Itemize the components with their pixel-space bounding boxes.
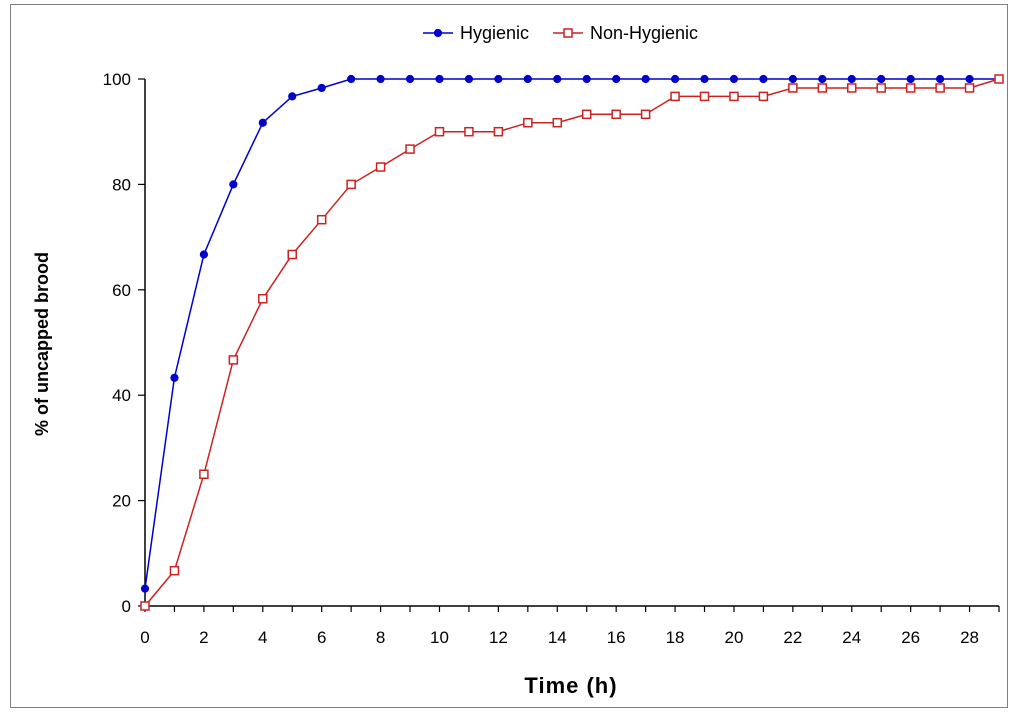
data-point-hygienic — [140, 584, 150, 593]
x-tick-label: 10 — [430, 628, 449, 647]
data-point-non-hygienic — [847, 83, 857, 93]
data-point-non-hygienic — [552, 117, 563, 128]
data-point-hygienic — [818, 74, 827, 84]
x-tick-label: 26 — [901, 628, 920, 647]
data-point-hygienic — [376, 74, 385, 84]
data-point-non-hygienic — [758, 91, 769, 102]
data-point-hygienic — [936, 74, 945, 84]
data-point-hygienic — [405, 74, 415, 84]
data-point-non-hygienic — [935, 83, 945, 93]
data-point-non-hygienic — [228, 355, 239, 365]
data-point-hygienic — [317, 83, 326, 93]
x-tick-label: 18 — [666, 628, 685, 647]
x-tick-label: 16 — [607, 628, 626, 647]
data-point-hygienic — [670, 74, 680, 84]
y-tick-label: 100 — [103, 70, 131, 89]
data-point-non-hygienic — [169, 565, 180, 576]
data-point-non-hygienic — [405, 144, 415, 154]
data-point-non-hygienic — [994, 74, 1004, 84]
x-tick-label: 24 — [842, 628, 861, 647]
data-point-hygienic — [553, 74, 562, 84]
data-point-non-hygienic — [316, 214, 327, 225]
data-point-hygienic — [582, 74, 591, 84]
data-point-non-hygienic — [964, 83, 975, 93]
legend-marker-hygienic — [433, 28, 443, 38]
x-tick-label: 20 — [725, 628, 744, 647]
data-point-hygienic — [229, 180, 238, 189]
legend: Hygienic Non-Hygienic — [423, 23, 698, 43]
data-point-non-hygienic — [817, 83, 828, 93]
legend-label-non-hygienic: Non-Hygienic — [590, 23, 698, 43]
x-tick-label: 14 — [548, 628, 567, 647]
data-point-non-hygienic — [729, 91, 739, 102]
x-tick-label: 4 — [258, 628, 267, 647]
y-tick-label: 40 — [112, 386, 131, 405]
x-axis-title: Time (h) — [524, 673, 617, 698]
data-point-non-hygienic — [640, 109, 651, 120]
data-point-hygienic — [788, 74, 797, 84]
x-tick-label: 22 — [783, 628, 802, 647]
data-point-hygienic — [288, 92, 297, 101]
data-point-non-hygienic — [905, 83, 916, 93]
x-tick-label: 0 — [140, 628, 149, 647]
data-point-non-hygienic — [199, 469, 209, 479]
series-line-hygienic — [144, 78, 999, 589]
data-point-hygienic — [641, 74, 650, 84]
data-point-hygienic — [494, 74, 503, 84]
data-point-non-hygienic — [699, 91, 710, 102]
data-point-non-hygienic — [523, 117, 533, 128]
series-layer — [140, 74, 1004, 611]
y-tick-label: 0 — [122, 597, 131, 616]
x-tick-label: 6 — [317, 628, 326, 647]
x-tick-label: 2 — [199, 628, 208, 647]
data-point-non-hygienic — [493, 126, 504, 137]
data-point-hygienic — [729, 74, 739, 84]
y-tick-label: 60 — [112, 281, 131, 300]
y-tick-label: 20 — [112, 492, 131, 511]
x-tick-label: 28 — [960, 628, 979, 647]
data-point-non-hygienic — [670, 91, 680, 102]
chart-frame — [10, 4, 1008, 708]
legend-label-hygienic: Hygienic — [460, 23, 529, 43]
data-point-hygienic — [612, 74, 621, 84]
data-point-hygienic — [170, 373, 179, 382]
x-tick-label: 12 — [489, 628, 508, 647]
data-point-non-hygienic — [581, 109, 592, 120]
data-point-hygienic — [258, 118, 267, 127]
data-point-hygienic — [965, 74, 974, 84]
data-point-non-hygienic — [140, 601, 150, 611]
data-point-hygienic — [464, 74, 474, 84]
data-point-hygienic — [906, 74, 915, 84]
y-tick-label: 80 — [112, 175, 131, 194]
data-point-non-hygienic — [287, 249, 297, 260]
x-tick-label: 8 — [376, 628, 385, 647]
data-point-hygienic — [435, 74, 444, 84]
data-point-non-hygienic — [788, 83, 798, 93]
data-point-non-hygienic — [346, 179, 356, 190]
y-axis-title: % of uncapped brood — [32, 252, 52, 436]
data-point-hygienic — [759, 74, 768, 84]
data-point-non-hygienic — [375, 162, 386, 172]
data-point-hygienic — [847, 74, 856, 84]
legend-marker-non-hygienic — [563, 28, 573, 38]
data-point-hygienic — [877, 74, 886, 84]
data-point-hygienic — [347, 74, 356, 84]
data-point-hygienic — [523, 74, 532, 84]
data-point-non-hygienic — [434, 126, 445, 137]
data-point-non-hygienic — [876, 83, 886, 93]
series-line-non-hygienic — [144, 78, 1000, 607]
data-point-non-hygienic — [464, 126, 474, 137]
data-point-non-hygienic — [258, 294, 268, 304]
data-point-non-hygienic — [611, 109, 621, 120]
data-point-hygienic — [199, 250, 208, 259]
data-point-hygienic — [700, 74, 709, 84]
